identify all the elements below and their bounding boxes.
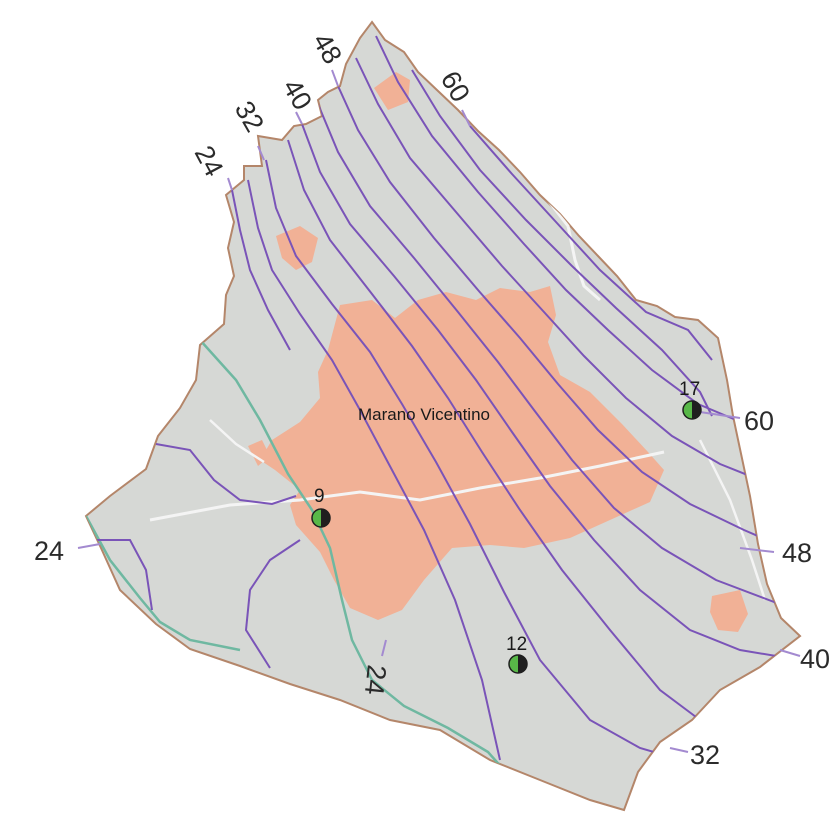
leader-40-top [295,111,303,125]
station-17-half-icon [692,401,701,419]
isoline-60 [411,69,713,417]
leader-32-right [669,747,689,753]
station-17-label: 17 [679,379,700,400]
isoline-48 [337,85,791,551]
leader-32-top [257,145,265,161]
leader-24-bottom [381,639,387,657]
isoline-52 [355,57,761,481]
station-9-label: 9 [314,486,325,507]
isoline-64 [469,125,713,361]
isoline-24-north [231,189,291,351]
leader-48-top [331,69,339,87]
contour-label-48-right: 48 [782,538,812,568]
isoline-32 [265,159,689,763]
contour-label-32-right: 32 [690,740,720,770]
contour-label-24-left: 24 [34,536,64,566]
contour-label-40-top: 40 [277,74,318,115]
contour-label-24-top: 24 [189,141,230,182]
urban-patch-north [374,72,410,110]
urban-patch-southeast [710,590,748,632]
isoline-20-west [155,443,297,506]
isoline-56 [375,35,737,421]
leader-48-right [739,547,775,553]
isoline-24-south [244,539,301,669]
station-17[interactable]: 17 [679,379,702,420]
stream-southwest [86,515,241,652]
road-northeast [538,189,601,302]
urban-patch-west [248,440,270,466]
contour-label-60-right: 60 [744,406,774,436]
contour-label-48-top: 48 [307,28,348,69]
station-12-half-icon [518,655,527,673]
urban-area [260,286,664,620]
isoline-40 [301,123,800,661]
station-9-half-icon [321,509,330,527]
label-leaders [77,69,801,753]
stream [199,339,561,810]
contour-label-24-bottom: 24 [359,663,392,696]
place-label: Marano Vicentino [358,405,490,424]
isoline-20-southwest [96,539,153,611]
isoline-44 [317,103,791,609]
contour-label-40-right: 40 [800,644,830,674]
isoline-36 [287,139,701,721]
isolines [96,35,800,763]
leader-24-left [77,543,101,549]
leader-40-right [779,649,801,657]
contour-label-32-top: 32 [229,96,270,137]
leader-60-right [699,411,741,419]
station-12[interactable]: 12 [506,634,528,674]
urban-patch-northwest [276,226,318,270]
station-9[interactable]: 9 [311,486,331,528]
leader-60-top [461,109,471,127]
station-12-label: 12 [506,634,527,655]
road-east [698,439,767,601]
leader-24-top [227,177,233,191]
isoline-28 [247,179,501,761]
road-west [209,419,265,464]
